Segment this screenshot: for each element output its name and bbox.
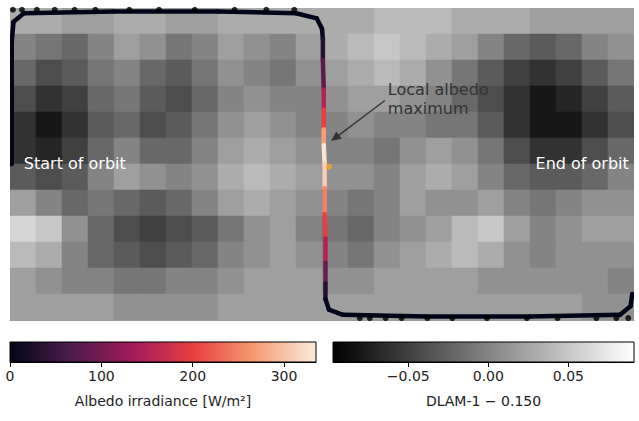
svg-text:End of orbit: End of orbit: [536, 154, 629, 173]
svg-text:0.00: 0.00: [473, 368, 504, 384]
svg-text:200: 200: [179, 368, 206, 384]
svg-text:Albedo irradiance [W/m²]: Albedo irradiance [W/m²]: [75, 393, 251, 409]
svg-text:maximum: maximum: [388, 99, 469, 118]
svg-text:DLAM-1 − 0.150: DLAM-1 − 0.150: [426, 393, 541, 409]
svg-text:Start of orbit: Start of orbit: [24, 154, 126, 173]
svg-text:−0.05: −0.05: [387, 368, 430, 384]
svg-text:0: 0: [6, 368, 15, 384]
svg-text:100: 100: [88, 368, 115, 384]
svg-text:0.05: 0.05: [553, 368, 584, 384]
svg-text:300: 300: [271, 368, 298, 384]
svg-text:Local albedo: Local albedo: [388, 80, 494, 99]
